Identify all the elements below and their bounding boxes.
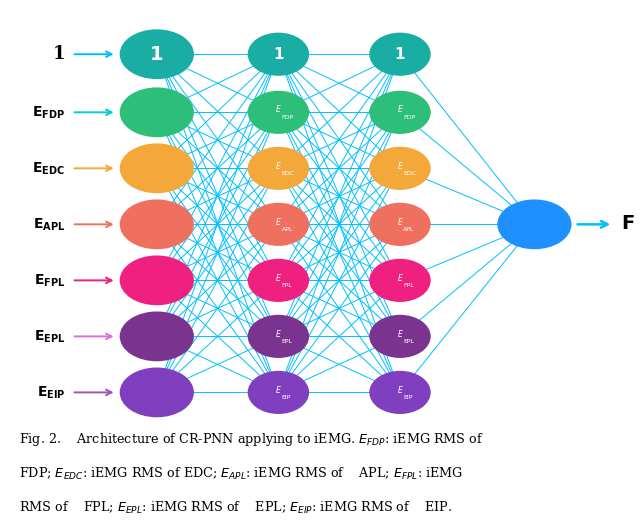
Text: EIP: EIP: [403, 395, 413, 400]
Ellipse shape: [369, 315, 431, 358]
Text: 1: 1: [150, 45, 164, 64]
Text: $E$: $E$: [397, 104, 403, 114]
Text: Fig. 2.    Architecture of CR-PNN applying to iEMG. $E_{FDP}$: iEMG RMS of: Fig. 2. Architecture of CR-PNN applying …: [19, 431, 484, 448]
Ellipse shape: [120, 255, 194, 305]
Ellipse shape: [369, 371, 431, 414]
Text: EPL: EPL: [403, 339, 414, 344]
Text: $\mathbf{E}_{\mathbf{EDC}}$: $\mathbf{E}_{\mathbf{EDC}}$: [33, 160, 65, 177]
Text: $\mathbf{E}_{\mathbf{EPL}}$: $\mathbf{E}_{\mathbf{EPL}}$: [34, 328, 65, 345]
Text: $E$: $E$: [397, 384, 403, 395]
Text: FDP: FDP: [282, 115, 294, 120]
Text: EDC: EDC: [282, 171, 295, 176]
Ellipse shape: [248, 315, 309, 358]
Ellipse shape: [369, 91, 431, 134]
Text: APL: APL: [282, 227, 293, 232]
Text: $E$: $E$: [397, 328, 403, 338]
Ellipse shape: [120, 200, 194, 249]
Text: $E$: $E$: [275, 384, 282, 395]
Ellipse shape: [497, 200, 572, 249]
Text: $\mathbf{E}_{\mathbf{FDP}}$: $\mathbf{E}_{\mathbf{FDP}}$: [32, 104, 65, 121]
Ellipse shape: [120, 144, 194, 193]
Text: 1: 1: [273, 47, 284, 62]
Ellipse shape: [120, 87, 194, 137]
Text: EDC: EDC: [403, 171, 417, 176]
Ellipse shape: [248, 32, 309, 76]
Ellipse shape: [120, 368, 194, 417]
Text: $\mathbf{E}_{\mathbf{APL}}$: $\mathbf{E}_{\mathbf{APL}}$: [33, 216, 65, 232]
Text: $E$: $E$: [397, 160, 403, 170]
Text: $\mathbf{E}_{\mathbf{EIP}}$: $\mathbf{E}_{\mathbf{EIP}}$: [36, 384, 65, 401]
Text: EPL: EPL: [282, 339, 292, 344]
Text: $E$: $E$: [275, 215, 282, 227]
Text: $\mathbf{F}$: $\mathbf{F}$: [621, 215, 635, 234]
Ellipse shape: [369, 203, 431, 246]
Text: $\mathbf{E}_{\mathbf{FPL}}$: $\mathbf{E}_{\mathbf{FPL}}$: [34, 272, 65, 288]
Ellipse shape: [369, 32, 431, 76]
Ellipse shape: [248, 147, 309, 190]
Text: $E$: $E$: [275, 104, 282, 114]
Text: $E$: $E$: [397, 271, 403, 282]
Ellipse shape: [369, 147, 431, 190]
Ellipse shape: [248, 371, 309, 414]
Text: 1: 1: [52, 45, 65, 63]
Text: $E$: $E$: [275, 160, 282, 170]
Text: $E$: $E$: [275, 271, 282, 282]
Text: FPL: FPL: [282, 283, 292, 288]
Text: 1: 1: [395, 47, 405, 62]
Text: APL: APL: [403, 227, 415, 232]
Text: RMS of    FPL; $E_{EPL}$: iEMG RMS of    EPL; $E_{EIP}$: iEMG RMS of    EIP.: RMS of FPL; $E_{EPL}$: iEMG RMS of EPL; …: [19, 500, 452, 516]
Text: FDP; $E_{EDC}$: iEMG RMS of EDC; $E_{APL}$: iEMG RMS of    APL; $E_{FPL}$: iEMG: FDP; $E_{EDC}$: iEMG RMS of EDC; $E_{APL…: [19, 466, 463, 482]
Text: $E$: $E$: [397, 215, 403, 227]
Ellipse shape: [248, 203, 309, 246]
Ellipse shape: [248, 259, 309, 302]
Text: $E$: $E$: [275, 328, 282, 338]
Text: FDP: FDP: [403, 115, 415, 120]
Ellipse shape: [120, 312, 194, 361]
Ellipse shape: [120, 29, 194, 79]
Text: FPL: FPL: [403, 283, 414, 288]
Text: EIP: EIP: [282, 395, 291, 400]
Ellipse shape: [248, 91, 309, 134]
Ellipse shape: [369, 259, 431, 302]
